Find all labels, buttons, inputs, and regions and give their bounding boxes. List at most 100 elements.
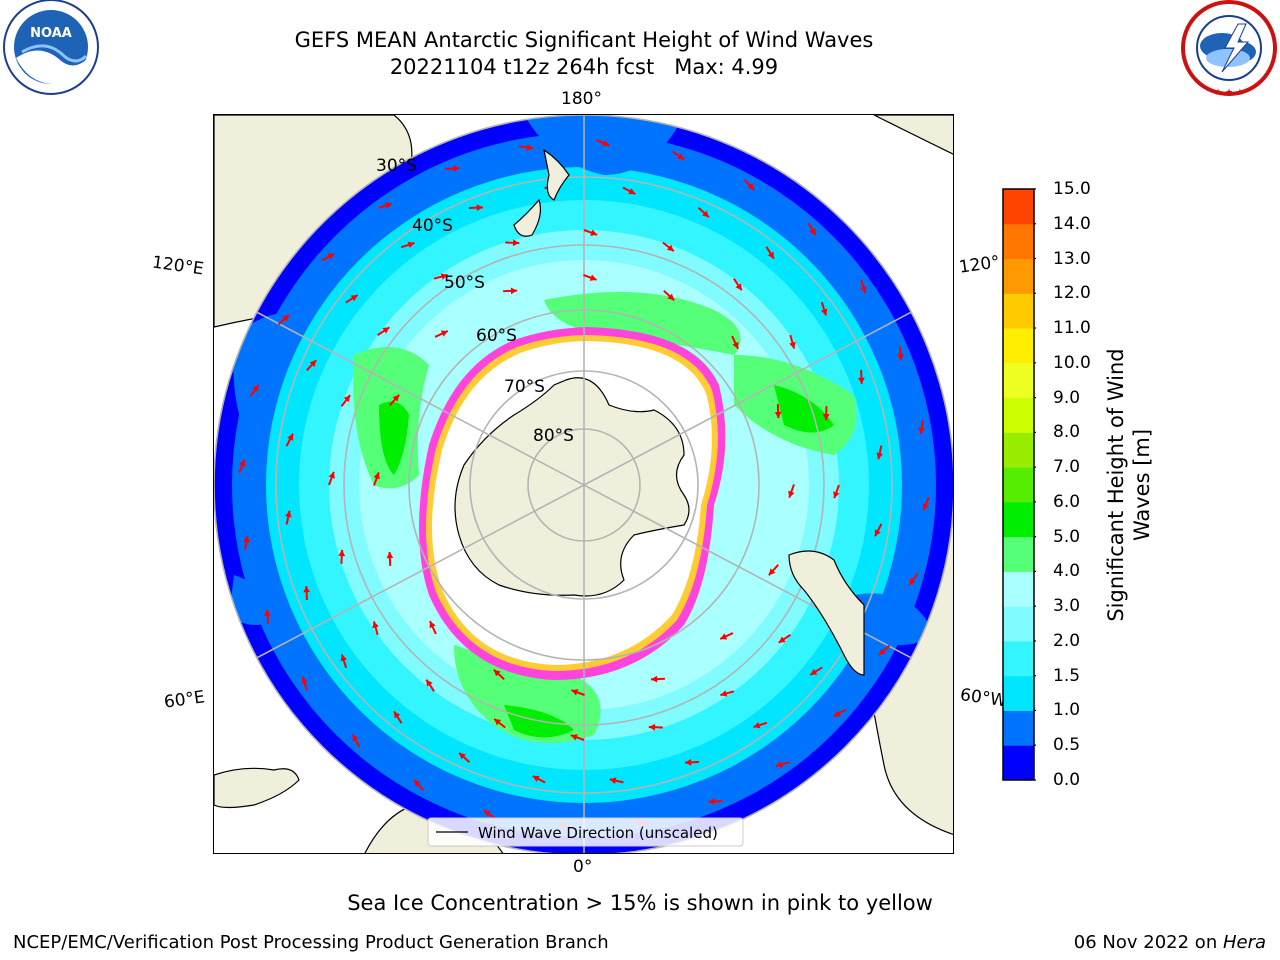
- colorbar-cell: [1003, 640, 1034, 677]
- colorbar-tick-label: 9.0: [1053, 387, 1081, 408]
- wave-direction-arrowhead: [338, 549, 346, 557]
- wave-direction-arrowhead: [860, 286, 867, 294]
- map-frame: 30°S 40°S 50°S 60°S 70°S 80°S Wind Wave …: [213, 114, 954, 854]
- wave-direction-arrowhead: [243, 535, 250, 543]
- colorbar-tick-label: 11.0: [1053, 318, 1091, 339]
- colorbar-cell: [1003, 467, 1034, 503]
- wave-direction-arrowhead: [440, 273, 448, 280]
- lat-label-70s: 70°S: [504, 377, 545, 397]
- lon-label-180: 180°: [561, 89, 602, 109]
- wave-direction-arrowhead: [666, 244, 674, 252]
- south-america-tip: [788, 550, 865, 676]
- colorbar-tick-label: 0.0: [1053, 770, 1081, 790]
- wave-direction-arrowhead: [483, 810, 491, 817]
- wave-direction-arrowhead: [571, 689, 579, 696]
- wave-direction-arrowhead: [386, 551, 394, 559]
- wave-direction-arrowhead: [909, 578, 916, 586]
- colorbar-tick-label: 4.0: [1053, 561, 1081, 582]
- wave-height-patches: [229, 115, 934, 743]
- colorbar-tick-label: 8.0: [1053, 422, 1081, 443]
- colorbar-label-line1: Significant Height of Wind: [1104, 348, 1128, 622]
- wave-direction-arrowhead: [810, 668, 818, 675]
- wave-direction-arrowhead: [685, 759, 692, 766]
- wave-direction-arrowhead: [352, 734, 359, 742]
- wave-direction-arrowhead: [526, 144, 534, 151]
- wave-direction-arrowhead: [429, 621, 436, 629]
- wave-direction-arrowhead: [767, 251, 774, 259]
- colorbar-cell: [1003, 223, 1034, 260]
- wave-direction-arrowhead: [874, 529, 881, 537]
- wave-direction-arrowhead: [602, 140, 610, 147]
- wave-direction-arrowhead: [809, 228, 816, 236]
- wave-direction-arrowhead: [328, 471, 335, 479]
- wave-direction-arrowhead: [775, 761, 783, 768]
- wave-direction-arrowhead: [303, 586, 310, 593]
- wave-direction-arrowhead: [732, 341, 739, 349]
- wave-direction-arrowhead: [309, 360, 317, 367]
- noaa-logo: NOAA: [3, 0, 99, 95]
- wave-direction-arrowhead: [753, 722, 761, 729]
- colorbar-tick-label: 3.0: [1053, 596, 1081, 617]
- colorbar: [1002, 188, 1036, 781]
- wave-direction-arrowhead: [373, 472, 380, 480]
- wave-direction-arrowhead: [264, 609, 271, 616]
- colorbar-tick-label: 1.0: [1053, 700, 1081, 721]
- lat-label-60s: 60°S: [476, 326, 517, 346]
- colorbar-cell: [1003, 189, 1034, 225]
- wave-direction-arrowhead: [287, 433, 294, 441]
- wave-direction-arrowhead: [372, 621, 379, 629]
- wave-direction-arrowhead: [833, 491, 840, 499]
- wave-direction-arrowhead: [788, 490, 795, 498]
- wave-direction-arrowhead: [922, 503, 929, 511]
- chart-subtitle: 20221104 t12z 264h fcst Max: 4.99: [389, 55, 779, 79]
- lat-label-50s: 50°S: [444, 273, 485, 293]
- wave-direction-arrowhead: [459, 752, 466, 760]
- colorbar-cell: [1003, 258, 1034, 294]
- colorbar-cell: [1003, 571, 1034, 607]
- lon-label-60w: 60°W: [958, 685, 1006, 711]
- wave-direction-arrowhead: [413, 779, 421, 787]
- wave-direction-arrowhead: [667, 293, 675, 301]
- colorbar-tick-label: 2.0: [1053, 630, 1081, 651]
- wave-direction-arrowhead: [650, 675, 658, 683]
- colorbar-tick-label: 14.0: [1053, 213, 1091, 234]
- legend-label: Wind Wave Direction (unscaled): [478, 824, 718, 842]
- colorbar-tick-label: 1.5: [1053, 665, 1081, 686]
- wave-direction-arrowhead: [343, 395, 351, 403]
- wave-direction-arrowhead: [453, 165, 460, 172]
- colorbar-label-line2: Waves [m]: [1130, 428, 1154, 542]
- footer-machine: Hera: [1222, 932, 1266, 953]
- wave-direction-arrowhead: [708, 798, 715, 805]
- lon-label-120e: 120°E: [150, 252, 205, 280]
- map-legend: Wind Wave Direction (unscaled): [427, 817, 744, 847]
- chart-title: GEFS MEAN Antarctic Significant Height o…: [294, 28, 874, 52]
- wind-wave-arrows: [238, 139, 930, 831]
- nws-logo: ★ ★ ★: [1181, 0, 1277, 98]
- wave-direction-arrowhead: [476, 204, 483, 211]
- wave-direction-arrowhead: [735, 283, 742, 291]
- wave-direction-arrowhead: [301, 676, 308, 684]
- wave-direction-arrowhead: [385, 202, 393, 209]
- wave-direction-arrowhead: [239, 459, 246, 467]
- colorbar-tick-label: 6.0: [1053, 491, 1081, 512]
- wave-direction-arrowhead: [821, 308, 828, 316]
- colorbar-cell: [1003, 501, 1034, 538]
- lat-label-30s: 30°S: [376, 156, 417, 176]
- lat-label-40s: 40°S: [412, 216, 453, 236]
- wave-direction-arrowhead: [407, 241, 415, 248]
- wave-direction-arrowhead: [768, 568, 776, 576]
- wave-direction-arrowhead: [285, 510, 292, 518]
- wave-direction-arrowhead: [876, 452, 883, 460]
- wave-direction-arrowhead: [532, 775, 540, 782]
- colorbar-tick-label: 10.0: [1053, 352, 1091, 373]
- wave-direction-arrowhead: [858, 377, 865, 384]
- svg-text:★ ★ ★: ★ ★ ★: [1214, 88, 1244, 98]
- lon-label-0: 0°: [573, 857, 593, 877]
- colorbar-tick-label: 0.5: [1053, 735, 1081, 756]
- wave-direction-arrowhead: [747, 183, 755, 191]
- wave-direction-arrowhead: [720, 633, 728, 640]
- wave-direction-arrowhead: [789, 341, 796, 349]
- colorbar-cell: [1003, 293, 1034, 329]
- wave-direction-arrowhead: [512, 239, 520, 247]
- lon-label-60e: 60°E: [162, 687, 207, 713]
